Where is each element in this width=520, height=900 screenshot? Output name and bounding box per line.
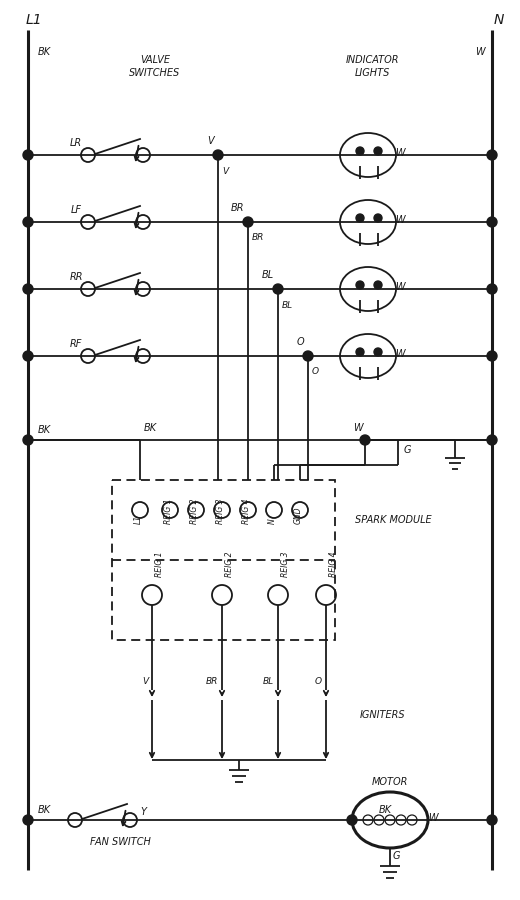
Text: O: O [296,337,304,347]
Circle shape [23,284,33,294]
Circle shape [487,815,497,825]
Text: REIG 2: REIG 2 [225,552,234,577]
Text: O: O [315,677,322,686]
Circle shape [487,217,497,227]
Text: W: W [395,215,405,225]
Text: REIG 3: REIG 3 [216,499,225,524]
Text: LR: LR [70,138,82,148]
Text: BK: BK [38,47,51,57]
Circle shape [374,281,382,289]
Circle shape [273,284,283,294]
Text: LF: LF [71,205,82,215]
Text: IGNITERS: IGNITERS [360,710,406,720]
Text: REIG 2: REIG 2 [190,499,199,524]
Text: O: O [312,367,319,376]
Text: REIG 1: REIG 1 [155,552,164,577]
Circle shape [347,815,357,825]
Text: V: V [207,136,214,146]
Text: BK: BK [38,425,51,435]
Circle shape [23,815,33,825]
Circle shape [356,214,364,222]
Circle shape [374,348,382,356]
Text: RR: RR [69,272,83,282]
Text: FAN SWITCH: FAN SWITCH [90,837,151,847]
Text: BL: BL [263,677,274,686]
Text: N: N [494,13,504,27]
Circle shape [303,351,313,361]
Text: W: W [395,349,405,359]
Circle shape [374,147,382,155]
Text: SPARK MODULE: SPARK MODULE [355,515,432,525]
Text: Y: Y [140,807,146,817]
Circle shape [487,284,497,294]
Text: W: W [395,282,405,292]
Circle shape [243,217,253,227]
Circle shape [356,281,364,289]
Text: G: G [392,851,400,861]
Text: N: N [268,518,277,524]
Text: W: W [475,47,485,57]
Text: BK: BK [38,805,51,815]
Text: RF: RF [70,339,82,349]
Circle shape [356,348,364,356]
Text: REIG 4: REIG 4 [242,499,251,524]
Text: VALVE: VALVE [140,55,170,65]
Circle shape [23,351,33,361]
Text: V: V [222,166,228,176]
Text: REIG 1: REIG 1 [164,499,173,524]
Text: LIGHTS: LIGHTS [354,68,389,78]
Circle shape [487,150,497,160]
Text: BR: BR [252,233,264,242]
Circle shape [487,435,497,445]
Text: L1: L1 [26,13,43,27]
Text: REIG 3: REIG 3 [281,552,290,577]
Text: GND: GND [294,507,303,524]
Circle shape [23,435,33,445]
Text: G: G [404,445,411,455]
Text: BK: BK [144,423,157,433]
Text: V: V [142,677,148,686]
Circle shape [360,435,370,445]
Text: BR: BR [205,677,218,686]
Text: BL: BL [262,270,274,280]
Bar [112,480,335,640]
Text: REIG 4: REIG 4 [329,552,338,577]
Text: L1: L1 [134,515,143,524]
Text: INDICATOR: INDICATOR [345,55,399,65]
Text: BL: BL [282,301,293,310]
Circle shape [374,214,382,222]
Circle shape [23,217,33,227]
Text: W: W [354,423,363,433]
Text: BR: BR [230,203,244,213]
Text: BK: BK [379,805,392,815]
Text: SWITCHES: SWITCHES [129,68,180,78]
Circle shape [487,351,497,361]
Text: W: W [395,148,405,158]
Text: MOTOR: MOTOR [372,777,408,787]
Text: W: W [428,813,438,823]
Circle shape [356,147,364,155]
Circle shape [23,150,33,160]
Circle shape [213,150,223,160]
